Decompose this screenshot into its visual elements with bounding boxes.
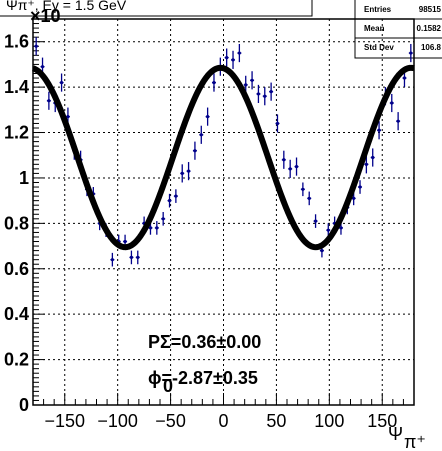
data-point [148,226,153,230]
y-tick-label: 1.4 [4,77,29,97]
data-point [244,83,248,87]
stats-entries-label: Entries [364,5,392,14]
data-point [402,76,407,80]
y-tick-label: 0.8 [4,213,29,233]
x-tick-label: 150 [367,411,397,431]
data-point [377,128,381,132]
data-point [155,226,159,230]
y-tick-label: 0.4 [4,304,29,324]
data-point [339,226,343,230]
data-point [180,171,184,175]
data-point [275,121,280,126]
data-point [59,80,64,85]
data-point [250,78,254,82]
data-point [193,149,197,153]
data-point [174,194,178,198]
data-point [237,51,241,55]
data-point [294,164,299,169]
data-point [390,101,394,105]
fit-result-phi-group: ϕ=-2.87±0.35 0 [148,368,258,396]
data-point [364,162,368,166]
data-point [352,196,356,200]
data-point [34,44,38,48]
y-tick-label: 0.6 [4,259,29,279]
data-point [320,249,324,253]
data-point [307,196,311,200]
y-tick-label: 0.2 [4,350,29,370]
y-tick-label: 1 [19,168,29,188]
stats-stddev-value: 106.8 [421,43,442,52]
y-tick-label: 1.6 [4,32,29,52]
data-point [167,199,172,203]
data-points [34,37,413,267]
stats-mean-label: Mean [364,24,385,33]
y-tick-label: 0 [19,395,29,415]
data-point [206,115,210,119]
data-point [256,92,261,96]
x-tick-label: −100 [97,411,138,431]
x-tick-label: −50 [155,411,186,431]
fit-result-phi-subscript: 0 [163,376,173,396]
fit-curve-group [31,64,416,251]
data-point [409,51,413,55]
data-point [282,158,286,162]
x-tick-label: 0 [218,411,228,431]
stats-box-frame [354,0,442,59]
data-point [40,65,45,69]
data-point [225,56,229,60]
data-point [129,255,134,260]
fit-curve [31,64,416,251]
data-point [199,133,203,137]
fit-result-psigma: PΣ=0.36±0.00 [148,332,261,352]
data-point [123,239,127,244]
stats-stddev-label: Std Dev [364,43,394,52]
stats-entries-value: 98515 [419,5,442,14]
axis-ticks [32,18,415,406]
grid-lines [33,19,414,405]
title-box-frame [0,0,313,17]
data-point [371,155,375,160]
data-point [161,217,165,221]
data-point [231,58,235,62]
data-point [263,94,267,98]
y-axis-exponent: ×10 [30,6,61,26]
chart-title: Ψπ⁺, Eγ = 1.5 GeV [6,0,127,13]
data-point [110,258,114,262]
data-point [358,185,362,189]
data-point [301,187,305,191]
data-point [326,228,330,232]
data-point [212,80,216,85]
stats-box: Entries 98515 Mean 0.1582 Std Dev 106.8 [354,0,442,59]
x-axis-label: Ψ [388,424,403,444]
x-tick-label: −150 [44,411,85,431]
data-point [66,115,70,119]
x-axis-label-subscript: π⁺ [404,432,426,451]
x-axis-title: Ψ π⁺ [388,424,426,451]
data-point [288,167,292,171]
data-point [313,219,318,223]
data-point [396,119,400,123]
data-point [269,90,273,94]
x-tick-label: 100 [314,411,344,431]
x-tick-label: 50 [266,411,286,431]
data-point [136,255,140,260]
tick-labels: −150 −100 −50 0 50 100 150 0 0.2 0.4 0.6 0.8 1 1.2 1.4… [4,32,397,431]
stats-mean-value: 0.1582 [417,24,442,33]
fit-result-phi: ϕ=-2.87±0.35 [148,368,258,388]
title-box: Ψπ⁺, Eγ = 1.5 GeV [0,0,313,17]
data-point [47,99,51,103]
data-point [186,169,191,173]
y-tick-label: 1.2 [4,123,29,143]
